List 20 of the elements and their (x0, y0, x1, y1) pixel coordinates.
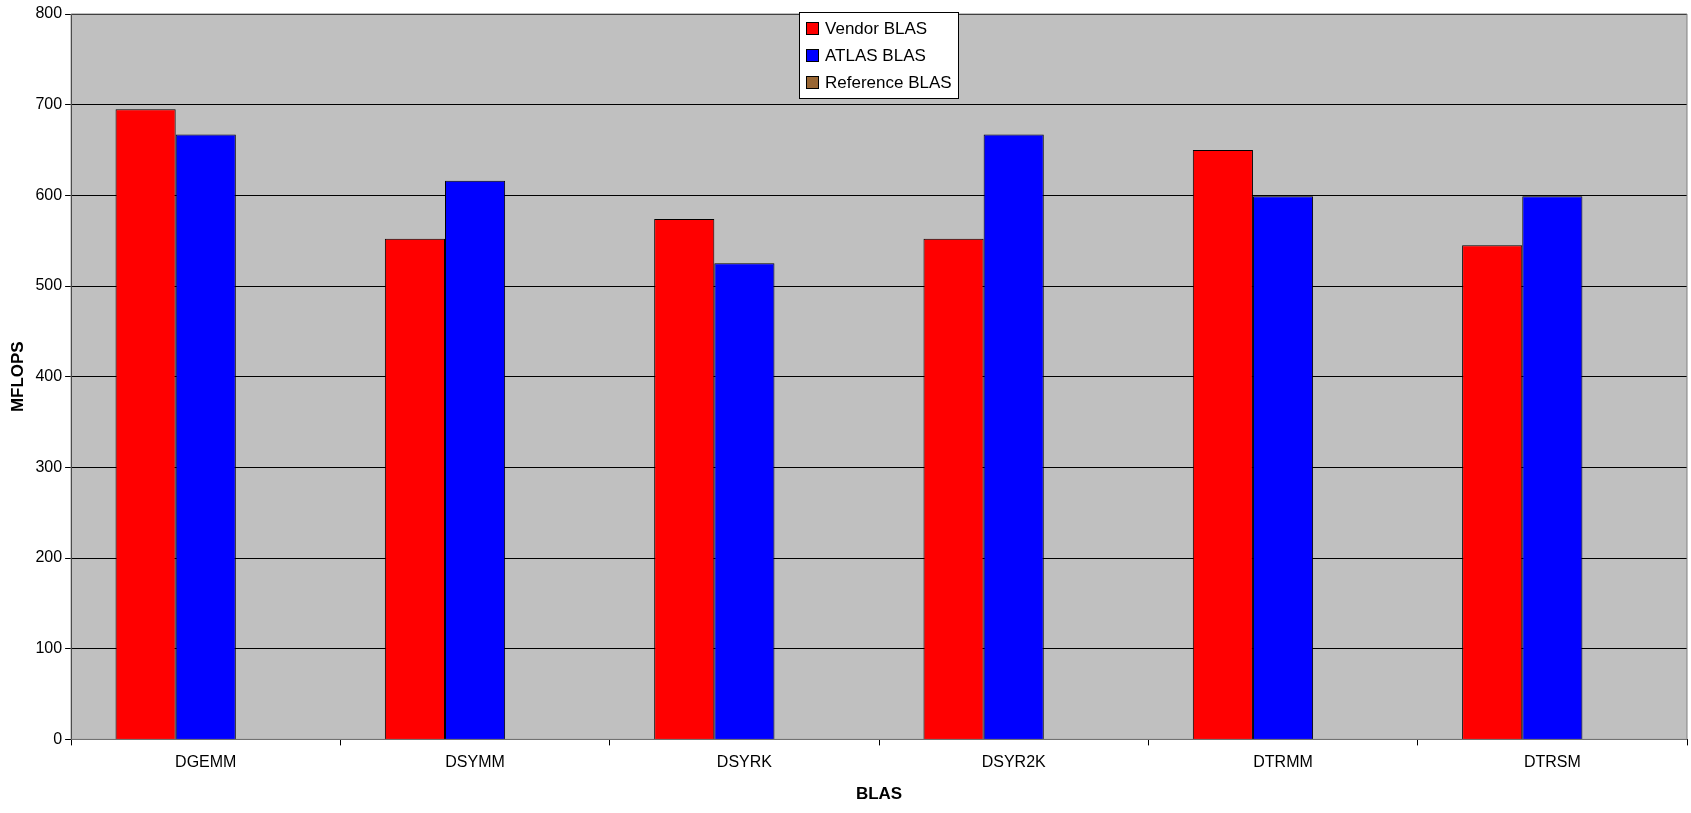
legend-label: Vendor BLAS (825, 18, 928, 39)
x-tick-label: DGEMM (175, 753, 237, 771)
x-tick-label: DTRMM (1253, 753, 1313, 771)
y-axis-title: MFLOPS (7, 341, 27, 413)
x-tick-label: DSYR2K (981, 753, 1047, 771)
y-tick-label: 500 (35, 276, 63, 294)
legend-label: ATLAS BLAS (825, 45, 926, 66)
x-tick-label: DSYRK (716, 753, 773, 771)
y-tick-label: 400 (35, 367, 63, 385)
x-tick-label: DSYMM (445, 753, 505, 771)
y-tick-label: 300 (35, 457, 63, 475)
y-tick-label: 600 (35, 185, 63, 203)
x-tick-label: DTRSM (1523, 753, 1581, 771)
y-tick-label: 700 (35, 95, 63, 113)
y-tick-label: 800 (35, 4, 63, 22)
y-tick-label: 200 (35, 548, 63, 566)
y-tick-label: 100 (35, 639, 63, 657)
legend-label: Reference BLAS (825, 72, 952, 93)
y-tick-label: 0 (53, 729, 63, 747)
x-axis-title: BLAS (855, 784, 903, 804)
